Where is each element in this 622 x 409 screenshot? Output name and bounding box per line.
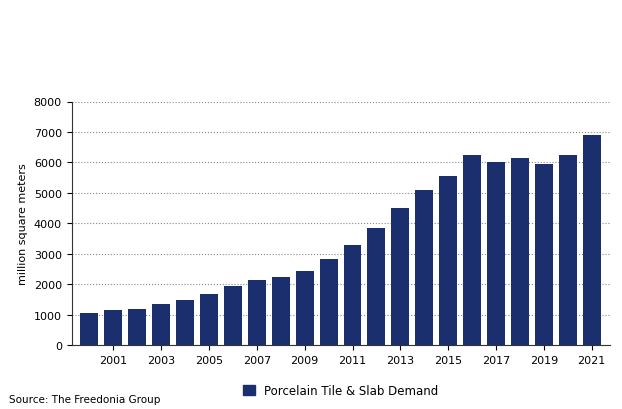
Text: Source: The Freedonia Group: Source: The Freedonia Group <box>9 394 160 404</box>
Bar <box>320 259 338 346</box>
Bar <box>368 229 386 346</box>
Text: Freedonia: Freedonia <box>504 93 578 106</box>
Bar <box>535 164 553 346</box>
Text: Global Porcelain Tile & Slab Demand,: Global Porcelain Tile & Slab Demand, <box>9 13 271 27</box>
Bar <box>511 159 529 346</box>
Bar <box>415 191 433 346</box>
Legend: Porcelain Tile & Slab Demand: Porcelain Tile & Slab Demand <box>243 384 439 397</box>
Bar <box>176 300 194 346</box>
Bar <box>80 313 98 346</box>
Bar <box>583 136 601 346</box>
Text: (million square meters): (million square meters) <box>9 58 174 70</box>
Bar <box>439 177 457 346</box>
Bar <box>295 271 313 346</box>
Bar <box>152 305 170 346</box>
Bar <box>559 155 577 346</box>
Bar <box>248 280 266 346</box>
Text: 2000 – 2021: 2000 – 2021 <box>9 36 94 49</box>
Bar <box>391 209 409 346</box>
Bar <box>224 286 242 346</box>
Bar <box>463 155 481 346</box>
Bar <box>272 277 290 346</box>
Bar <box>104 310 123 346</box>
Bar <box>343 245 361 346</box>
Bar <box>487 163 505 346</box>
Bar <box>200 294 218 346</box>
Bar <box>128 309 146 346</box>
Y-axis label: million square meters: million square meters <box>18 163 28 285</box>
